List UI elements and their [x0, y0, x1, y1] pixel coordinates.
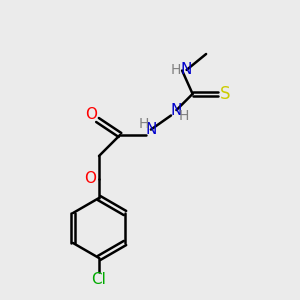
Text: Cl: Cl — [92, 272, 106, 287]
Text: N: N — [171, 103, 182, 118]
Text: O: O — [85, 107, 98, 122]
Text: H: H — [178, 109, 189, 123]
Text: O: O — [85, 171, 97, 186]
Text: H: H — [170, 63, 181, 77]
Text: N: N — [181, 62, 192, 77]
Text: N: N — [145, 122, 157, 137]
Text: H: H — [139, 117, 149, 130]
Text: S: S — [220, 85, 231, 103]
